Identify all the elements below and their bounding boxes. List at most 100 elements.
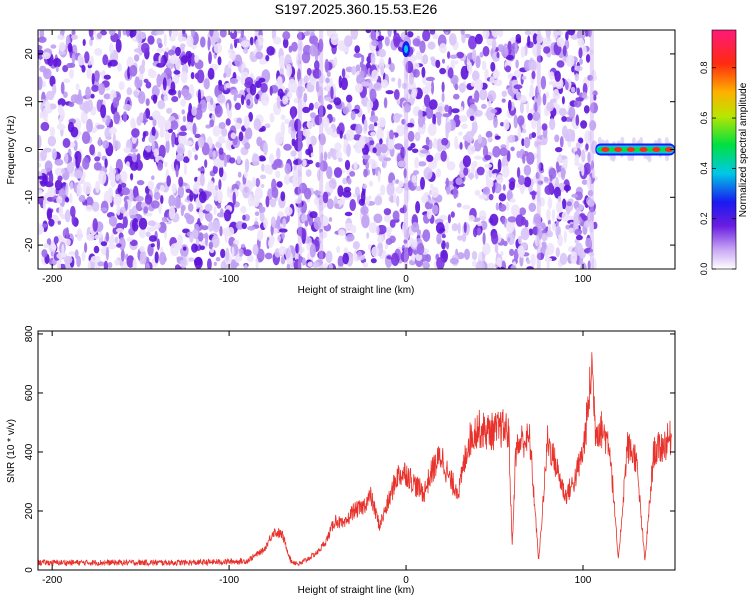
heatmap-cell — [425, 81, 432, 93]
heatmap-cell — [159, 251, 167, 266]
heatmap-cell — [513, 248, 519, 261]
heatmap-cell — [117, 62, 122, 72]
heatmap-cell — [554, 134, 560, 143]
heatmap-cell — [171, 183, 177, 194]
heatmap-cell — [426, 154, 434, 162]
heatmap-cell — [333, 97, 342, 106]
heatmap-cell — [207, 258, 212, 269]
heatmap-cell — [264, 123, 271, 129]
heatmap-cell — [492, 146, 501, 158]
heatmap-cell — [545, 30, 551, 39]
heatmap-cell — [421, 66, 426, 78]
heatmap-cell — [46, 90, 55, 101]
heatmap-cell — [479, 88, 488, 101]
heatmap-cell — [173, 70, 181, 75]
colorbar-label: Normalized spectral amplitude — [738, 82, 749, 217]
heatmap-cell — [58, 50, 66, 56]
heatmap-cell — [330, 86, 334, 100]
heatmap-cell — [575, 234, 583, 241]
heatmap-cell — [548, 168, 557, 180]
signal-band-peak — [639, 147, 648, 152]
heatmap-cell — [574, 242, 583, 256]
heatmap-cell — [103, 260, 109, 269]
heatmap-cell — [38, 44, 43, 51]
heatmap-cell — [432, 32, 439, 40]
heatmap-cell — [479, 51, 484, 58]
heatmap-cell — [73, 140, 78, 152]
heatmap-cell — [38, 162, 42, 168]
heatmap-cell — [368, 123, 375, 131]
heatmap-cell — [115, 174, 120, 182]
heatmap-cell — [561, 96, 565, 105]
heatmap-cell — [112, 97, 120, 108]
heatmap-cell — [121, 187, 130, 196]
heatmap-cell — [163, 95, 169, 102]
heatmap-cell — [338, 229, 346, 237]
snr-series-line — [38, 352, 672, 567]
heatmap-cell — [244, 127, 253, 140]
heatmap-cell — [201, 225, 209, 231]
heatmap-cell — [260, 206, 266, 213]
heatmap-cell — [346, 233, 355, 242]
heatmap-cell — [489, 213, 499, 226]
heatmap-cell — [151, 140, 155, 153]
heatmap-cell — [63, 78, 71, 84]
heatmap-cell — [130, 214, 138, 220]
heatmap-cell — [229, 78, 239, 85]
heatmap-cell — [188, 257, 195, 262]
heatmap-cell — [212, 219, 221, 233]
heatmap-cell — [218, 135, 225, 144]
heatmap-cell — [116, 204, 121, 216]
heatmap-cell — [583, 105, 590, 114]
heatmap-cell — [531, 132, 537, 138]
heatmap-cell — [562, 198, 567, 210]
heatmap-cell — [397, 78, 402, 89]
heatmap-cell — [166, 107, 173, 114]
heatmap-cell — [117, 183, 122, 194]
heatmap-cell — [516, 167, 521, 179]
heatmap-cell — [263, 164, 272, 174]
heatmap-cell — [361, 81, 370, 87]
heatmap-cell — [420, 149, 429, 154]
y-tick-label: 800 — [24, 325, 35, 342]
heatmap-cell — [100, 241, 107, 247]
heatmap-cell — [284, 118, 290, 125]
heatmap-cell — [182, 30, 186, 35]
heatmap-cell — [151, 126, 156, 137]
heatmap-cell — [551, 222, 557, 231]
heatmap-cell — [293, 138, 303, 152]
heatmap-cell — [91, 84, 99, 92]
heatmap-cell — [557, 153, 562, 163]
heatmap-cell — [55, 66, 59, 73]
heatmap-cell — [230, 89, 239, 96]
heatmap-cell — [41, 52, 51, 60]
heatmap-cell — [48, 218, 55, 227]
heatmap-cell — [507, 237, 511, 242]
heatmap-cell — [194, 54, 200, 64]
heatmap-cell — [441, 137, 449, 146]
heatmap-cell — [377, 40, 383, 50]
heatmap-cell — [178, 176, 184, 187]
heatmap-cell — [585, 237, 592, 249]
heatmap-cell — [176, 153, 184, 162]
heatmap-cell — [346, 144, 351, 157]
heatmap-cell — [246, 99, 251, 106]
heatmap-cell — [548, 182, 554, 193]
heatmap-cell — [507, 99, 512, 112]
heatmap-cell — [291, 41, 298, 52]
heatmap-cell — [452, 186, 458, 199]
heatmap-cell — [263, 142, 268, 156]
heatmap-cell — [517, 115, 525, 126]
heatmap-cell — [301, 51, 311, 64]
heatmap-cell — [309, 35, 319, 45]
heatmap-cell — [182, 246, 187, 251]
heatmap-cell — [153, 191, 161, 201]
heatmap-cell — [276, 76, 283, 88]
heatmap-cell — [428, 199, 436, 204]
heatmap-cell — [394, 113, 403, 119]
heatmap-cell — [86, 118, 93, 133]
heatmap-cell — [532, 33, 538, 45]
heatmap-cell — [537, 180, 544, 185]
heatmap-cell — [450, 211, 455, 218]
heatmap-cell — [247, 226, 256, 231]
